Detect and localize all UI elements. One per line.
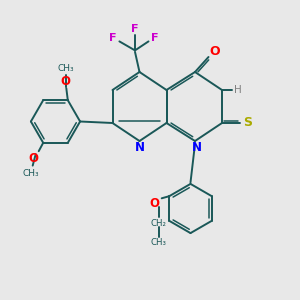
- Text: O: O: [61, 75, 71, 88]
- Text: CH₃: CH₃: [151, 238, 167, 247]
- Text: CH₃: CH₃: [58, 64, 75, 73]
- Text: H: H: [234, 85, 242, 95]
- Text: CH₃: CH₃: [23, 169, 40, 178]
- Text: S: S: [244, 116, 253, 130]
- Text: N: N: [134, 141, 145, 154]
- Text: CH₂: CH₂: [151, 219, 167, 228]
- Text: F: F: [152, 33, 159, 43]
- Text: O: O: [150, 197, 160, 210]
- Text: F: F: [131, 24, 139, 34]
- Text: O: O: [28, 152, 38, 165]
- Text: O: O: [210, 45, 220, 58]
- Text: N: N: [191, 141, 202, 154]
- Text: F: F: [109, 33, 116, 43]
